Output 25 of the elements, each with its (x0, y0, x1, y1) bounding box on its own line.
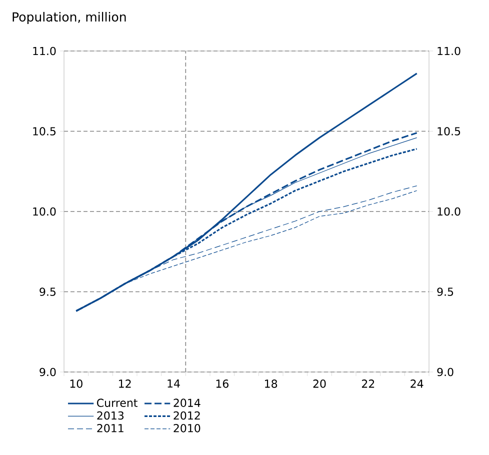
x-tick-label: 12 (119, 380, 131, 388)
y2-tick-label: 11.0 (438, 46, 460, 56)
y2-tick-label: 9.5 (437, 288, 454, 296)
x-tick-label: 10 (70, 380, 82, 388)
x-tick-label: 24 (410, 380, 424, 388)
x-tick-label: 14 (168, 380, 180, 388)
y2-tick-label: 10.5 (438, 127, 460, 136)
legend-label: 2010 (174, 424, 200, 432)
chart-title: Population, million (12, 12, 126, 24)
y-tick-label: 11.0 (33, 46, 56, 56)
legend-label: 2013 (97, 411, 124, 420)
legend-label: Current (97, 398, 138, 407)
legend-label: 2012 (174, 411, 200, 420)
y2-tick-label: 9.0 (437, 368, 454, 376)
x-tick-label: 16 (216, 380, 228, 388)
y-tick-label: 9.5 (40, 288, 56, 296)
x-tick-label: 20 (313, 380, 326, 388)
y-tick-label: 10.0 (33, 207, 56, 216)
legend-label: 2011 (97, 424, 124, 432)
y-tick-label: 10.5 (33, 127, 56, 136)
legend-label: 2014 (174, 398, 200, 407)
y-tick-label: 9.0 (40, 368, 56, 376)
x-tick-label: 22 (362, 380, 374, 388)
x-tick-label: 18 (265, 380, 278, 388)
y2-tick-label: 10.0 (438, 207, 460, 216)
